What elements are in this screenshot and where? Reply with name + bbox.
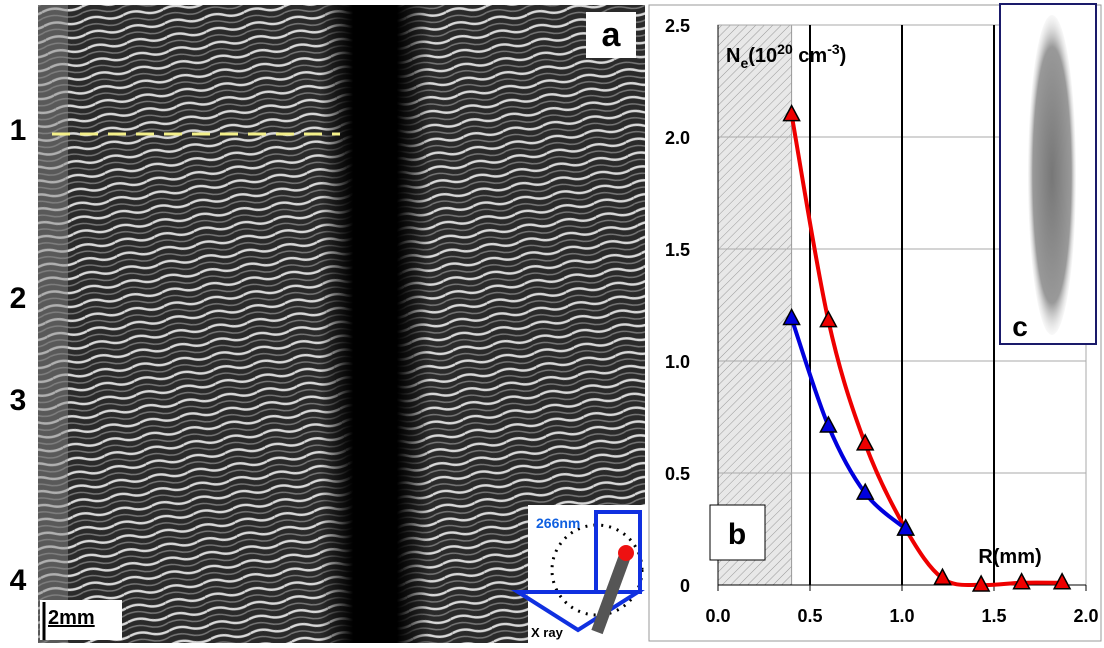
panel-label: c [1012,311,1028,342]
y-tick-label: 2.0 [665,128,690,148]
row-label: 2 [10,282,27,315]
x-tick-label: 0.0 [705,606,730,626]
data-point [933,567,952,586]
y-label-part: ) [840,45,847,67]
label-box [586,12,636,58]
inset-c: c [999,3,1097,345]
label-box [709,504,766,561]
x-tick-label: 1.5 [981,606,1006,626]
series-line [789,317,908,531]
y-tick-label: 1.5 [665,240,690,260]
source [618,545,634,561]
shaded-region [717,24,793,586]
y-tick-label: 0.5 [665,464,690,484]
xray-label: X ray [531,625,564,640]
data-point [819,310,838,328]
x-tick-label: 0.5 [797,606,822,626]
y-axis-label: Ne(1020 cm-3) [726,41,846,71]
data-point [896,518,915,536]
y-label-part: (10 [748,45,777,67]
x-tick-label: 1.0 [889,606,914,626]
panel-a: a 1 2 3 4 2mm [10,5,645,643]
diagram-bg [528,505,648,643]
label-box [1004,308,1036,342]
panel-label: a [602,16,622,54]
y-tick-label: 0 [680,576,690,596]
xray-image [1028,15,1076,335]
y-label-part: cm [793,45,827,67]
laser-label: 266nm [536,515,580,531]
diagram: 266nm X ray [511,505,648,643]
data-point [971,574,991,592]
data-point [782,104,801,122]
row-label: 4 [10,564,27,597]
xray-beam [591,550,632,635]
data-point [1012,572,1031,590]
y-tick-label: 2.5 [665,16,690,36]
scale-box [40,600,122,640]
y-label-part: 20 [777,41,793,57]
dark-column [320,5,430,643]
data-point [819,415,838,433]
panel-label: b [728,518,746,551]
x-tick-label: 2.0 [1073,606,1098,626]
row-label: 1 [10,114,27,147]
data-point [1052,572,1072,590]
data-point [855,482,875,500]
scale-label: 2mm [48,607,95,629]
y-label-part: -3 [827,41,840,57]
data-point [855,433,875,451]
chart-frame [648,4,1102,642]
row-label: 3 [10,384,27,417]
edge [38,5,68,643]
data-point [782,307,801,326]
plot: 0 0.5 1.0 1.5 2.0 2.5 0.0 0.5 1.0 1.5 2.0 [665,16,1099,626]
x-axis-label: R(mm) [978,546,1041,568]
y-tick-label: 1.0 [665,352,690,372]
y-label-part: N [726,45,740,67]
y-label-part: e [740,55,748,71]
